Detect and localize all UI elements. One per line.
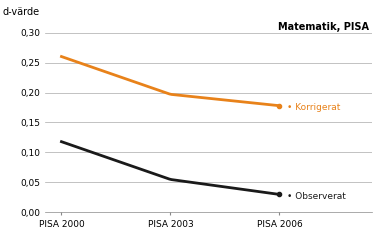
Text: • Observerat: • Observerat bbox=[287, 192, 346, 201]
Text: d-värde: d-värde bbox=[3, 7, 40, 17]
Text: Matematik, PISA: Matematik, PISA bbox=[278, 22, 369, 33]
Text: • Korrigerat: • Korrigerat bbox=[287, 103, 340, 112]
